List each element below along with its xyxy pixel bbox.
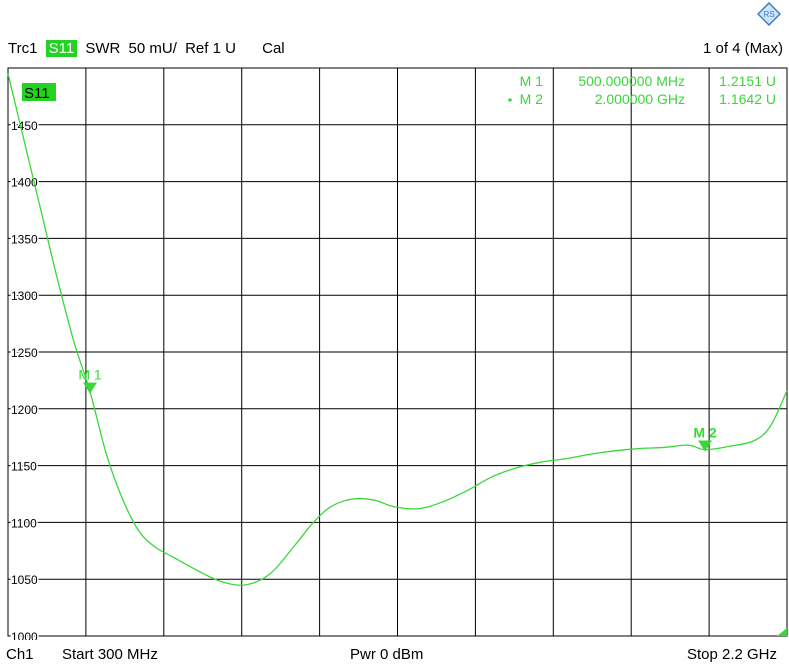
svg-text:RS: RS xyxy=(763,10,774,19)
power-level[interactable]: Pwr 0 dBm xyxy=(350,646,424,663)
cal-status[interactable]: Cal xyxy=(262,40,285,57)
marker-readout-value: 1.2151 U xyxy=(719,73,776,89)
trace-info: Trc1 S11 SWR 50 mU/ Ref 1 U Cal xyxy=(8,40,289,57)
trace-param-tag[interactable]: S11 xyxy=(45,40,78,57)
y-tick-label: 1350 xyxy=(11,232,38,246)
marker-readout-value: 1.1642 U xyxy=(719,91,776,107)
footer-bar: Ch1 Start 300 MHz Pwr 0 dBm Stop 2.2 GHz xyxy=(0,640,789,671)
smith-trace-plot[interactable]: 1000 1050 1100 1150 1200 1250 1300 1350 1400 1450… xyxy=(0,0,789,640)
trace-name[interactable]: Trc1 xyxy=(8,40,38,57)
y-tick-label: 1000 xyxy=(11,630,38,640)
marker-readout-label: M 1 xyxy=(520,73,544,89)
y-tick-label: 1400 xyxy=(11,176,38,190)
y-tick-label: 1450 xyxy=(11,119,38,133)
marker-label: M 2 xyxy=(693,424,717,440)
y-tick-label: 1200 xyxy=(11,403,38,417)
y-tick-label: 1300 xyxy=(11,289,38,303)
trace-label: S11 xyxy=(24,85,50,102)
marker-readout-frequency: 2.000000 GHz xyxy=(595,91,685,107)
trace-scale[interactable]: 50 mU/ xyxy=(128,40,177,57)
header-bar: RS Trc1 S11 SWR 50 mU/ Ref 1 U Cal 1 of … xyxy=(0,0,789,66)
marker-triangle xyxy=(83,382,97,394)
trace-ref[interactable]: Ref 1 U xyxy=(185,40,236,57)
page-indicator: 1 of 4 (Max) xyxy=(702,40,783,57)
y-tick-label: 1250 xyxy=(11,346,38,360)
trace-label-box xyxy=(22,83,56,101)
stop-frequency[interactable]: Stop 2.2 GHz xyxy=(686,646,777,663)
y-tick-label: 1050 xyxy=(11,573,38,587)
trace-line xyxy=(7,73,788,586)
marker-triangle xyxy=(698,440,712,452)
marker-label: M 1 xyxy=(78,367,102,383)
reference-position-icon xyxy=(777,628,787,636)
active-marker-dot xyxy=(508,98,512,102)
marker-readout-frequency: 500.000000 MHz xyxy=(578,73,685,89)
rs-logo-icon: RS xyxy=(757,2,781,26)
channel-label[interactable]: Ch1 xyxy=(6,646,34,663)
y-tick-label: 1100 xyxy=(11,516,37,530)
trace-format[interactable]: SWR xyxy=(85,40,121,57)
y-tick-label: 1150 xyxy=(11,460,37,474)
marker-readout-label: M 2 xyxy=(520,91,544,107)
start-frequency[interactable]: Start 300 MHz xyxy=(62,646,158,663)
